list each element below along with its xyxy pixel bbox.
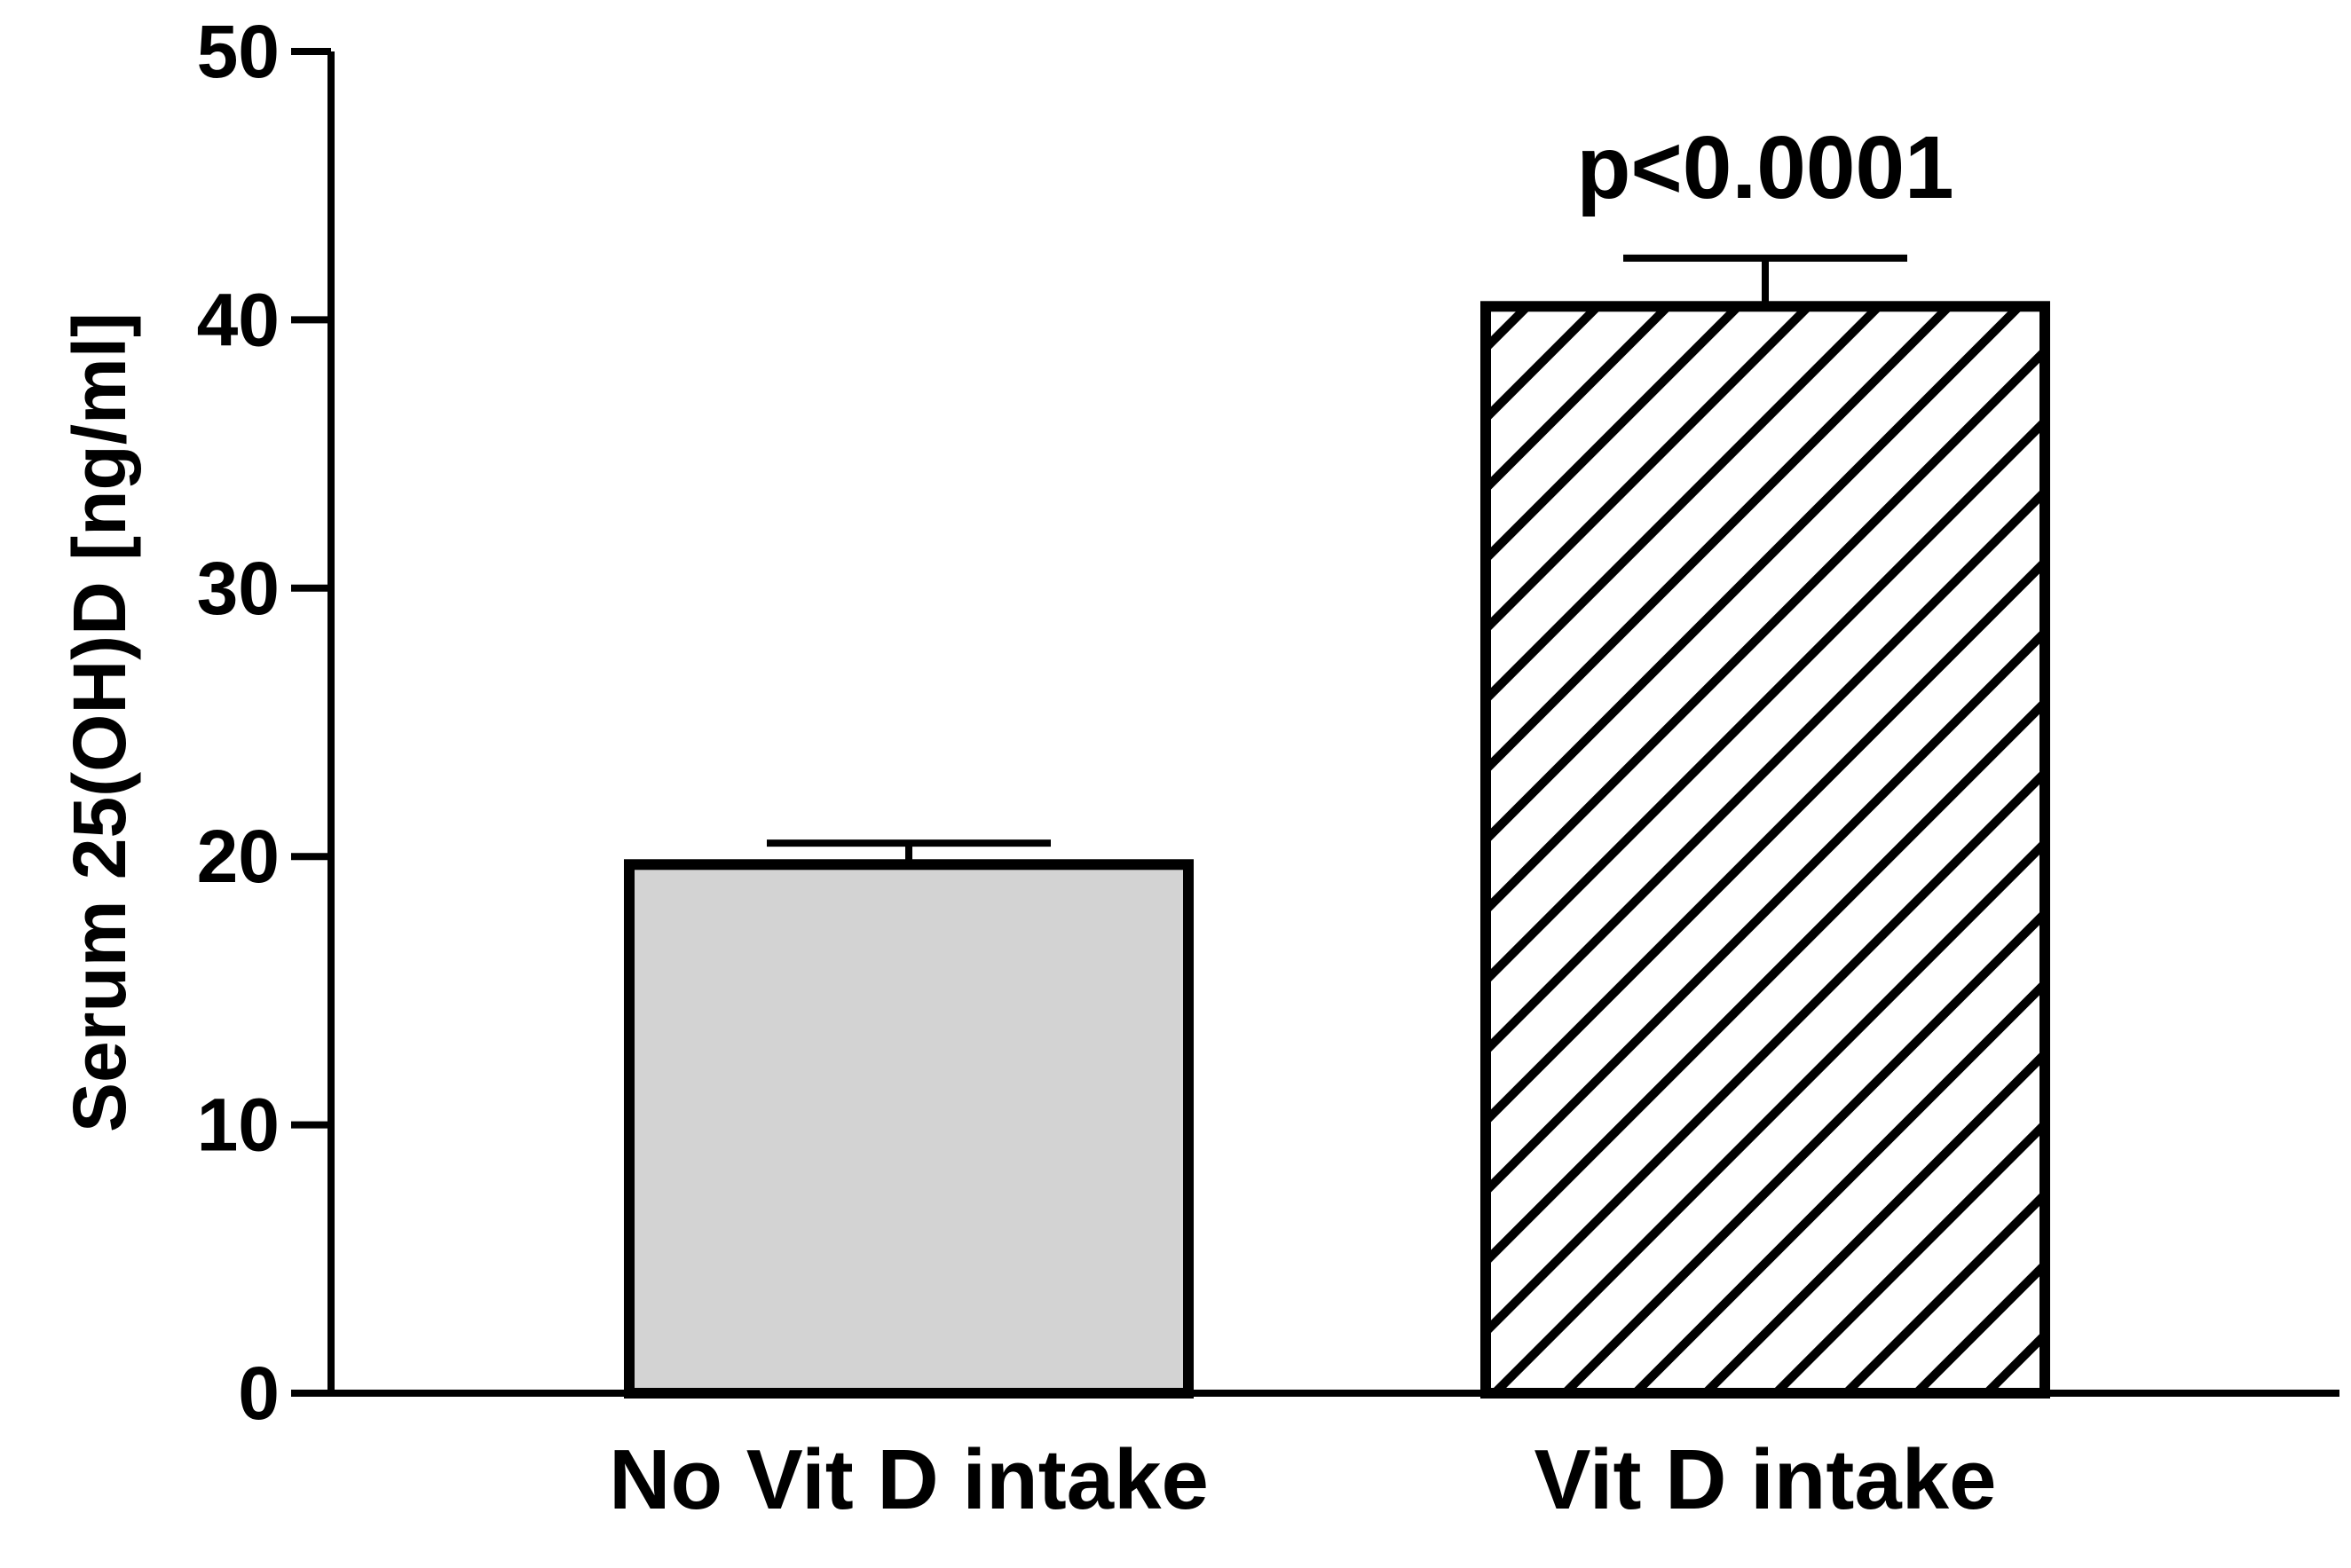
category-label: No Vit D intake: [609, 1432, 1209, 1527]
y-tick-label: 30: [197, 547, 280, 630]
p-value-annotation: p<0.0001: [1576, 118, 1953, 217]
y-tick-label: 40: [197, 278, 280, 361]
bar: [1480, 301, 2050, 1399]
error-bars-layer: [767, 254, 1907, 865]
bar: [624, 859, 1194, 1399]
annotations-layer: p<0.0001: [1576, 118, 1953, 217]
y-ticks-layer: 0 10 20 30 40 50: [197, 10, 331, 1435]
y-tick-label: 50: [197, 10, 280, 93]
y-tick-label: 20: [197, 815, 280, 898]
y-tick-label: 0: [238, 1351, 280, 1435]
category-labels-layer: No Vit D intake Vit D intake: [609, 1432, 1996, 1527]
y-tick-label: 10: [197, 1083, 280, 1167]
y-axis-title: Serum 25(OH)D [ng/ml]: [58, 312, 141, 1132]
bars-layer: [624, 301, 2050, 1399]
category-label: Vit D intake: [1534, 1432, 1996, 1527]
